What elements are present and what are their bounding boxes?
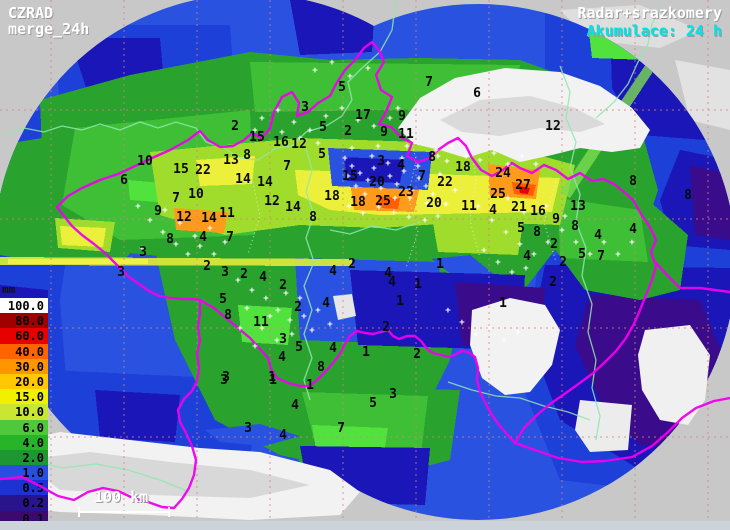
legend-band: 60.0 — [0, 328, 48, 344]
legend-band: 30.0 — [0, 358, 48, 374]
product-label: merge_24h — [8, 20, 90, 38]
scale-bar-tick-left — [78, 507, 80, 517]
scale-bar-tick-right — [168, 507, 170, 517]
source-label: Radar+srazkomery — [577, 4, 723, 22]
precip-scale-legend: mm 100.0 80.0 60.0 40.0 30.0 20.0 15.0 10.0 6.0 4… — [0, 283, 48, 526]
scale-bar-label: 100 km — [94, 488, 149, 506]
scale-bar — [78, 511, 170, 513]
bottom-strip — [0, 521, 730, 530]
radar-id-label: CZRAD — [8, 4, 54, 22]
legend-band: 1.0 — [0, 465, 48, 481]
legend-band: 0.2 — [0, 495, 48, 511]
legend-band: 6.0 — [0, 419, 48, 435]
legend-band: 2.0 — [0, 449, 48, 466]
legend-band: 0.5 — [0, 480, 48, 496]
legend-band: 40.0 — [0, 343, 48, 359]
legend-band: 15.0 — [0, 389, 48, 405]
legend-band: 100.0 — [0, 298, 48, 314]
legend-unit-label: mm — [2, 283, 16, 296]
legend-band: 20.0 — [0, 373, 48, 390]
accumulation-label: Akumulace: 24 h — [586, 22, 722, 40]
legend-band: 10.0 — [0, 404, 48, 420]
legend-band: 80.0 — [0, 313, 48, 329]
legend-band: 4.0 — [0, 434, 48, 450]
